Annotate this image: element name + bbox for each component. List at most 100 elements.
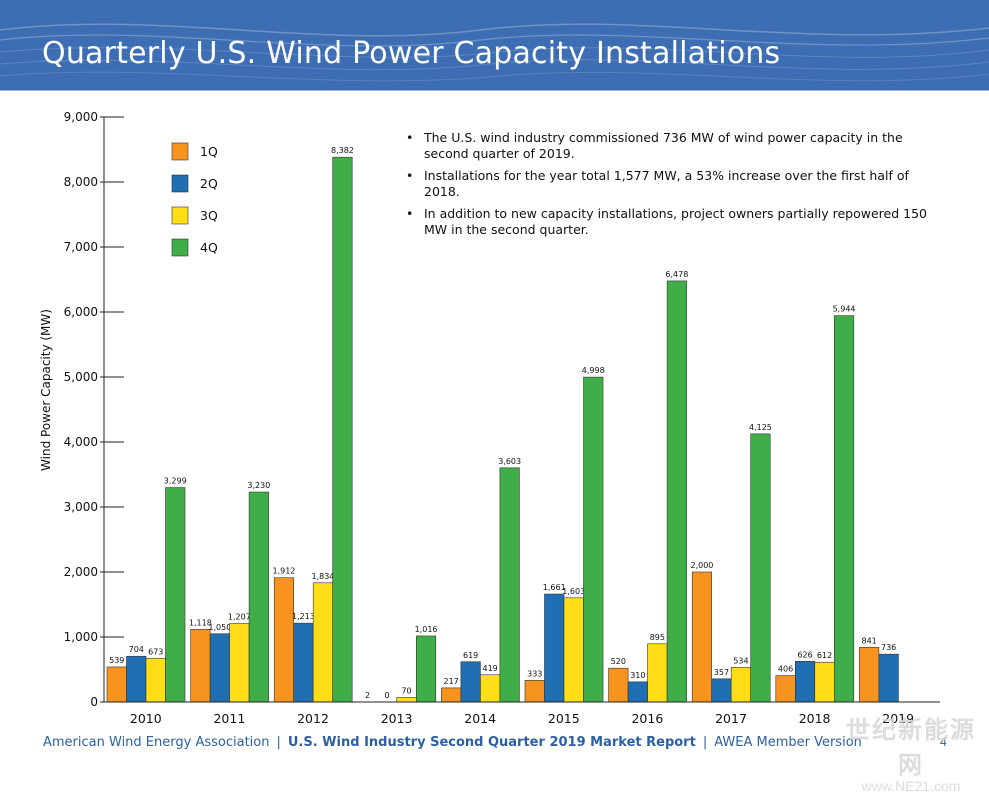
x-tick-label: 2017 (715, 711, 747, 726)
bar-4q-2017 (751, 434, 771, 702)
bar-2q-2010 (127, 656, 147, 702)
x-tick-label: 2010 (130, 711, 162, 726)
bar-2q-2015 (545, 594, 565, 702)
data-label: 612 (817, 651, 832, 660)
data-label: 1,016 (415, 625, 438, 634)
data-label: 673 (148, 647, 163, 656)
footer-separator: | (703, 735, 707, 750)
bar-1q-2015 (525, 680, 545, 702)
bar-3q-2015 (564, 598, 584, 702)
bar-1q-2016 (609, 668, 629, 702)
bar-3q-2018 (815, 662, 835, 702)
bar-2q-2017 (712, 679, 732, 702)
note-item: •The U.S. wind industry commissioned 736… (404, 130, 944, 162)
bar-1q-2019 (859, 647, 879, 702)
data-label: 534 (733, 656, 748, 665)
data-label: 1,050 (208, 623, 231, 632)
data-label: 2 (365, 691, 370, 700)
legend-label: 3Q (200, 208, 218, 223)
data-label: 70 (401, 686, 411, 695)
bar-1q-2018 (776, 676, 796, 702)
note-item: •Installations for the year total 1,577 … (404, 168, 944, 200)
y-tick-label: 3,000 (64, 500, 98, 514)
data-label: 619 (463, 651, 478, 660)
y-tick-label: 1,000 (64, 630, 98, 644)
legend-swatch-1q (172, 143, 188, 160)
bullet-icon: • (406, 206, 413, 222)
y-tick-label: 4,000 (64, 435, 98, 449)
y-tick-label: 9,000 (64, 110, 98, 124)
bar-4q-2014 (500, 468, 520, 702)
legend-swatch-3q (172, 207, 188, 224)
data-label: 217 (444, 677, 459, 686)
bar-2q-2011 (210, 634, 230, 702)
bar-1q-2012 (274, 578, 294, 702)
data-label: 1,603 (562, 587, 585, 596)
watermark-logo: 世纪新能源网 www.NE21.com (836, 710, 986, 794)
data-label: 8,382 (331, 146, 354, 155)
data-label: 520 (611, 657, 626, 666)
legend-label: 4Q (200, 240, 218, 255)
bar-4q-2013 (416, 636, 436, 702)
x-tick-label: 2015 (548, 711, 580, 726)
capacity-bar-chart: 01,0002,0003,0004,0005,0006,0007,0008,00… (0, 0, 989, 764)
data-label: 310 (630, 671, 645, 680)
notes-list: •The U.S. wind industry commissioned 736… (404, 130, 944, 244)
footer-separator: | (276, 735, 280, 750)
y-tick-label: 6,000 (64, 305, 98, 319)
data-label: 736 (881, 643, 896, 652)
bar-3q-2012 (313, 583, 333, 702)
legend-label: 1Q (200, 144, 218, 159)
data-label: 3,230 (247, 481, 270, 490)
bar-2q-2018 (795, 661, 815, 702)
bullet-icon: • (406, 168, 413, 184)
bar-3q-2013 (397, 697, 417, 702)
bar-3q-2016 (648, 644, 668, 702)
legend-label: 2Q (200, 176, 218, 191)
bar-2q-2019 (879, 654, 899, 702)
data-label: 3,299 (164, 477, 187, 486)
bar-3q-2014 (480, 675, 500, 702)
data-label: 841 (862, 636, 877, 645)
bar-2q-2014 (461, 662, 481, 702)
data-label: 357 (714, 668, 729, 677)
bar-4q-2016 (667, 281, 687, 702)
bar-2q-2016 (628, 682, 648, 702)
x-tick-label: 2012 (297, 711, 329, 726)
x-tick-label: 2014 (464, 711, 496, 726)
bar-4q-2011 (249, 492, 269, 702)
legend-swatch-4q (172, 239, 188, 256)
data-label: 2,000 (690, 561, 713, 570)
bar-4q-2015 (584, 377, 604, 702)
footer-report: U.S. Wind Industry Second Quarter 2019 M… (288, 735, 696, 750)
data-label: 626 (797, 650, 812, 659)
bar-1q-2010 (107, 667, 127, 702)
x-tick-label: 2011 (213, 711, 245, 726)
data-label: 1,834 (311, 572, 334, 581)
legend-swatch-2q (172, 175, 188, 192)
x-tick-label: 2013 (381, 711, 413, 726)
bar-4q-2010 (166, 488, 186, 702)
footer-org: American Wind Energy Association (43, 735, 269, 750)
data-label: 1,912 (272, 567, 295, 576)
bar-3q-2010 (146, 658, 166, 702)
data-label: 704 (129, 645, 144, 654)
data-label: 539 (109, 656, 124, 665)
footer: American Wind Energy Association | U.S. Wi… (43, 735, 862, 750)
data-label: 3,603 (498, 457, 521, 466)
y-tick-label: 8,000 (64, 175, 98, 189)
note-item: •In addition to new capacity installatio… (404, 206, 944, 238)
watermark-url: www.NE21.com (836, 778, 986, 794)
bar-1q-2017 (692, 572, 712, 702)
y-tick-label: 7,000 (64, 240, 98, 254)
bullet-icon: • (406, 130, 413, 146)
bar-4q-2012 (333, 157, 353, 702)
data-label: 1,207 (228, 613, 251, 622)
y-tick-label: 2,000 (64, 565, 98, 579)
bar-2q-2012 (294, 623, 314, 702)
watermark-text: 世纪新能源网 (836, 710, 986, 780)
data-label: 4,125 (749, 423, 772, 432)
data-label: 6,478 (665, 270, 688, 279)
data-label: 1,213 (292, 612, 315, 621)
bar-4q-2018 (834, 316, 854, 702)
